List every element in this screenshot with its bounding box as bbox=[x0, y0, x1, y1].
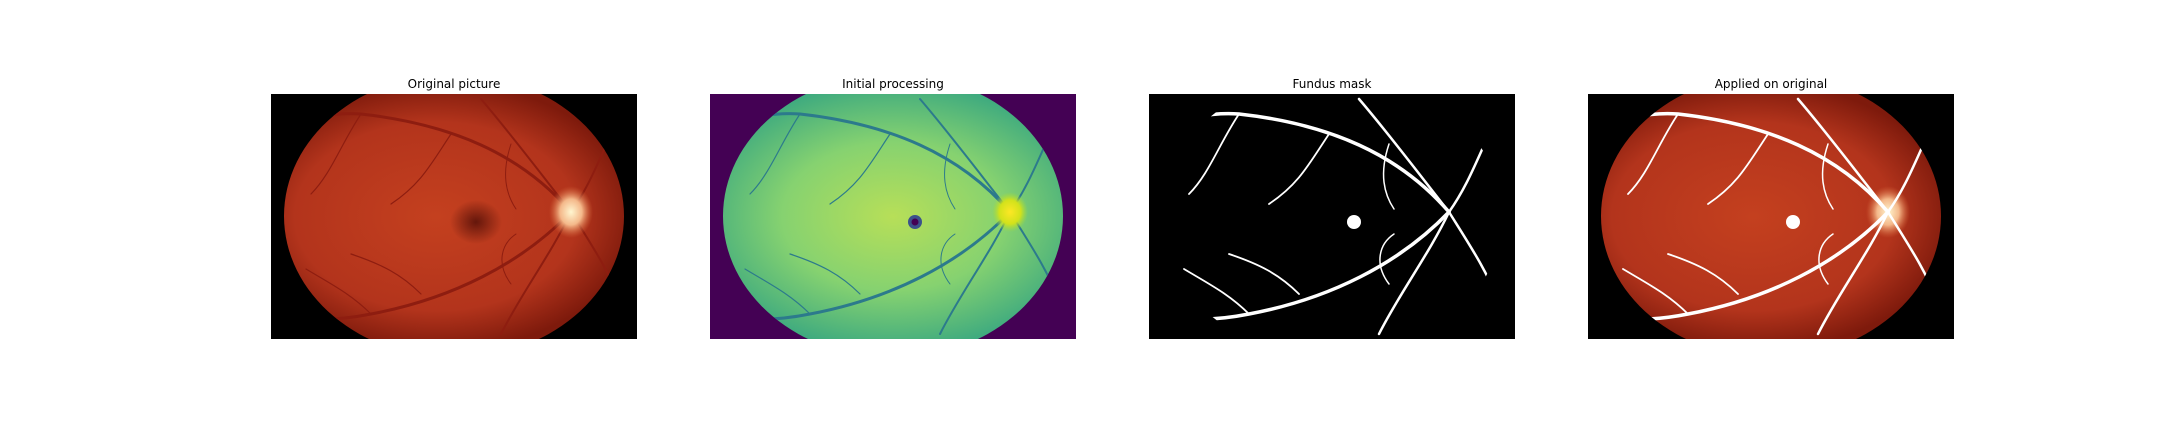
panel-initial-processing: Initial processing bbox=[710, 77, 1076, 339]
overlay-fundus-image bbox=[1588, 94, 1954, 339]
original-fundus-image bbox=[271, 94, 637, 339]
panel-title: Fundus mask bbox=[1292, 77, 1372, 91]
panel-title: Applied on original bbox=[1714, 77, 1828, 91]
panel-fundus-mask: Fundus mask bbox=[1149, 77, 1515, 339]
processed-fundus-image bbox=[710, 94, 1076, 339]
vessel-mask-image bbox=[1149, 94, 1515, 339]
panel-original-picture: Original picture bbox=[271, 77, 637, 339]
panel-title: Original picture bbox=[407, 77, 501, 91]
panel-applied-on-original: Applied on original bbox=[1588, 77, 1954, 339]
panel-title: Initial processing bbox=[842, 77, 944, 91]
